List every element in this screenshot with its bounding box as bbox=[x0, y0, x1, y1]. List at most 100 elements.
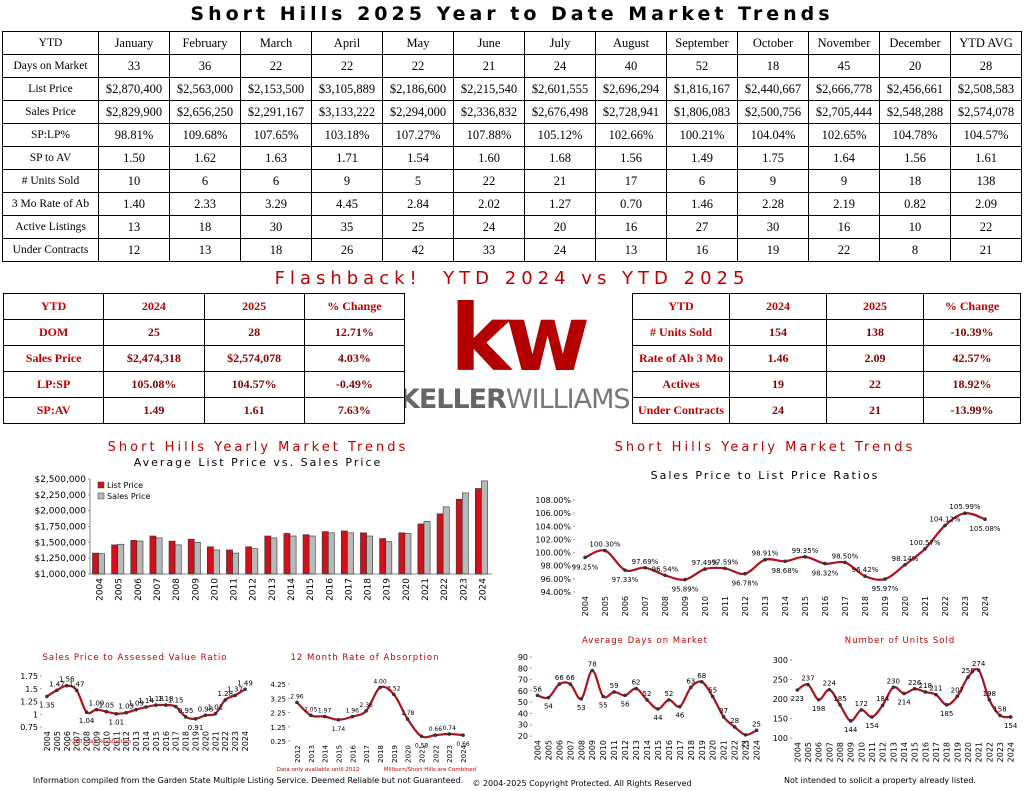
table-cell: 35 bbox=[311, 215, 383, 239]
x-tick-label: 2022 bbox=[731, 740, 740, 760]
table-cell: 16 bbox=[595, 215, 667, 239]
x-tick-label: 2017 bbox=[932, 742, 941, 762]
bar bbox=[398, 532, 406, 575]
table-cell: $2,728,941 bbox=[595, 100, 667, 124]
table-cell: 102.66% bbox=[595, 123, 667, 147]
data-label: 63 bbox=[686, 677, 695, 685]
header-cell: March bbox=[240, 31, 312, 55]
bar bbox=[417, 523, 425, 575]
data-label: 154 bbox=[865, 722, 879, 730]
table-cell: SP:LP% bbox=[2, 123, 99, 147]
point bbox=[378, 685, 382, 690]
table-cell: 109.68% bbox=[169, 123, 241, 147]
chart-note: Data only available until 2012 bbox=[277, 767, 360, 773]
data-label: 55 bbox=[599, 702, 608, 710]
data-label: 223 bbox=[791, 695, 804, 703]
data-label: 207 bbox=[951, 686, 964, 694]
data-label: 78 bbox=[588, 661, 597, 669]
bar bbox=[341, 530, 348, 575]
point bbox=[535, 693, 540, 698]
point bbox=[114, 711, 119, 716]
y-tick-label: 90 bbox=[518, 653, 528, 662]
x-tick-label: 2007 bbox=[153, 578, 163, 601]
x-tick-label: 2010 bbox=[599, 740, 608, 760]
header-cell: 2025 bbox=[826, 293, 924, 320]
data-label: 0.58 bbox=[415, 742, 429, 749]
data-label: 1.47 bbox=[49, 680, 65, 688]
point bbox=[447, 732, 452, 736]
footer-source: Information compiled from the Garden Sta… bbox=[33, 776, 463, 785]
data-label: 1.04 bbox=[79, 717, 95, 725]
x-tick-label: 2014 bbox=[900, 742, 909, 762]
x-tick-label: 2023 bbox=[459, 578, 469, 601]
x-tick-label: 2021 bbox=[419, 745, 427, 763]
point bbox=[308, 713, 313, 718]
table-row: Days on Market 33 36 22 22 22 21 24 40 52 18 45 20 28 bbox=[2, 54, 1022, 78]
point bbox=[663, 573, 667, 578]
data-label: 56 bbox=[533, 685, 542, 693]
data-label: 21 bbox=[741, 740, 750, 748]
table-cell: $3,133,222 bbox=[311, 100, 383, 124]
point bbox=[64, 683, 69, 688]
x-tick-label: 2011 bbox=[230, 578, 240, 601]
x-tick-label: 2006 bbox=[815, 742, 824, 762]
point bbox=[743, 571, 747, 576]
point bbox=[848, 719, 853, 723]
bar bbox=[226, 549, 233, 575]
header-cell: 2024 bbox=[103, 293, 205, 320]
x-tick-label: 2005 bbox=[601, 596, 610, 616]
x-tick-label: 2014 bbox=[781, 596, 790, 616]
x-tick-label: 2022 bbox=[432, 745, 440, 763]
table-cell: 2.28 bbox=[737, 192, 809, 216]
data-label: 224 bbox=[823, 680, 837, 688]
data-label: 1.96 bbox=[346, 708, 360, 715]
x-tick-label: 2017 bbox=[363, 745, 371, 763]
x-tick-label: 2018 bbox=[377, 745, 385, 763]
table-cell: $2,440,667 bbox=[737, 77, 809, 101]
x-tick-label: 2015 bbox=[911, 742, 920, 762]
point bbox=[987, 697, 992, 702]
point bbox=[623, 693, 627, 698]
x-tick-label: 2013 bbox=[761, 596, 770, 616]
y-tick-label: 1.5 bbox=[25, 685, 38, 694]
y-tick-label: 2.25 bbox=[270, 710, 286, 718]
x-tick-label: 2004 bbox=[533, 740, 542, 760]
table-row: SP:AV 1.49 1.61 7.63% bbox=[2, 397, 406, 424]
table-cell: 0.70 bbox=[595, 192, 667, 216]
point bbox=[903, 562, 907, 567]
table-cell: 1.40 bbox=[98, 192, 170, 216]
data-label: 226 bbox=[908, 679, 922, 687]
data-label: 1.14 bbox=[138, 697, 154, 705]
table-cell: 98.81% bbox=[98, 123, 170, 147]
x-tick-label: 2006 bbox=[134, 578, 144, 601]
table-cell: 18 bbox=[169, 215, 241, 239]
point bbox=[623, 568, 627, 572]
y-tick-label: 20 bbox=[518, 732, 528, 741]
point bbox=[134, 707, 138, 712]
data-label: 105.08% bbox=[969, 525, 1000, 533]
table-cell: 22 bbox=[808, 238, 880, 262]
logo-name: KELLERWILLIAMS. bbox=[405, 384, 631, 415]
data-label: 1.03 bbox=[118, 703, 134, 711]
table-cell: -13.99% bbox=[923, 397, 1021, 424]
table-row: Sales Price $2,474,318 $2,574,078 4.03% bbox=[2, 345, 406, 372]
point bbox=[783, 559, 787, 564]
table-cell: 7.63% bbox=[303, 397, 406, 424]
x-tick-label: 2012 bbox=[249, 578, 259, 601]
x-tick-label: 2006 bbox=[555, 740, 564, 760]
data-label: 274 bbox=[972, 660, 986, 668]
x-tick-label: 2022 bbox=[221, 731, 230, 751]
y-tick-label: 70 bbox=[518, 676, 528, 685]
table-cell: $2,696,294 bbox=[595, 77, 667, 101]
data-label: 28 bbox=[730, 717, 739, 725]
point bbox=[883, 577, 887, 581]
point bbox=[645, 698, 649, 702]
data-label: 158 bbox=[993, 705, 1006, 713]
data-label: 0.95 bbox=[178, 707, 194, 715]
point bbox=[667, 698, 671, 702]
x-tick-label: 2018 bbox=[943, 742, 952, 762]
point bbox=[955, 694, 960, 699]
data-label: 1.15 bbox=[168, 697, 184, 705]
bar bbox=[283, 533, 291, 575]
table-cell: 105.12% bbox=[524, 123, 596, 147]
